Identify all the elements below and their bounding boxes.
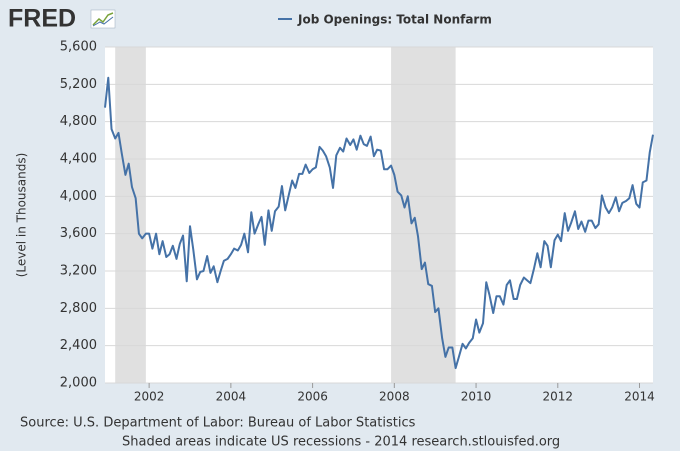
y-tick-label: 5,600 (60, 40, 97, 55)
x-tick-label: 2002 (134, 390, 165, 404)
y-tick-label: 2,800 (60, 301, 97, 316)
x-tick-label: 2010 (461, 390, 492, 404)
y-tick-label: 4,400 (60, 152, 97, 167)
source-note: Source: U.S. Department of Labor: Bureau… (20, 416, 416, 431)
y-tick-label: 2,400 (60, 338, 97, 353)
y-tick-label: 4,800 (60, 114, 97, 129)
logo: FRED (8, 5, 76, 33)
y-axis-label: (Level in Thousands) (15, 153, 29, 278)
recession-band (115, 47, 146, 383)
x-tick-label: 2008 (379, 390, 410, 404)
y-tick-label: 3,600 (60, 226, 97, 241)
logo-icon (90, 9, 116, 29)
x-tick-label: 2004 (216, 390, 247, 404)
y-tick-label: 5,200 (60, 77, 97, 92)
x-tick-label: 2012 (543, 390, 574, 404)
y-tick-label: 2,000 (60, 376, 97, 391)
x-tick-label: 2006 (297, 390, 328, 404)
legend-label: Job Openings: Total Nonfarm (297, 13, 492, 27)
y-tick-label: 4,000 (60, 189, 97, 204)
x-tick-label: 2014 (624, 390, 655, 404)
recession-note: Shaded areas indicate US recessions - 20… (122, 435, 560, 450)
plot-area (105, 47, 653, 383)
recession-band (391, 47, 456, 383)
data-line (104, 76, 654, 370)
y-tick-label: 3,200 (60, 264, 97, 279)
